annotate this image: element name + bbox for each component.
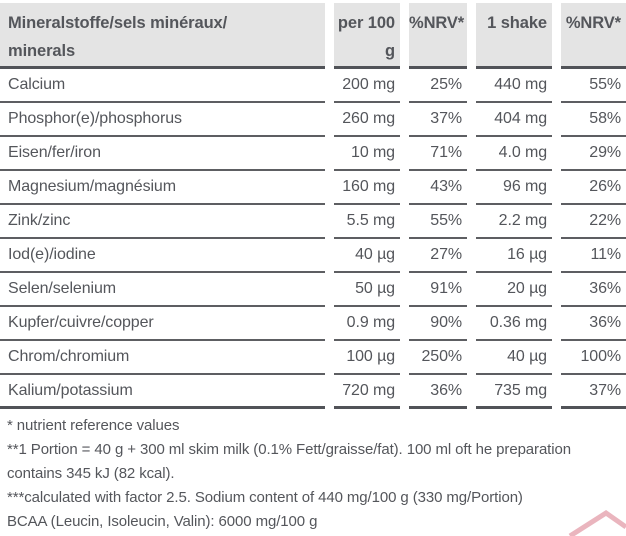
shake-value: 404 mg bbox=[476, 103, 552, 137]
mineral-name: Iod(e)/iodine bbox=[0, 239, 325, 273]
nrv-shake-value: 37% bbox=[561, 375, 626, 409]
shake-value: 735 mg bbox=[476, 375, 552, 409]
per100-value: 160 mg bbox=[334, 171, 400, 205]
mineral-name: Kalium/potassium bbox=[0, 375, 325, 409]
header-cell-minerals: Mineralstoffe/sels minéraux/ minerals bbox=[0, 3, 325, 69]
table-row-copper: Kupfer/cuivre/copper 0.9 mg 90% 0.36 mg … bbox=[0, 307, 626, 341]
nrv-per100-value: 90% bbox=[409, 307, 467, 341]
nrv-shake-value: 29% bbox=[561, 137, 626, 171]
mineral-name: Magnesium/magnésium bbox=[0, 171, 325, 205]
shake-value: 0.36 mg bbox=[476, 307, 552, 341]
header-minerals-line1: Mineralstoffe/sels minéraux/ bbox=[8, 14, 228, 32]
nrv-per100-value: 91% bbox=[409, 273, 467, 307]
per100-value: 720 mg bbox=[334, 375, 400, 409]
shake-value: 4.0 mg bbox=[476, 137, 552, 171]
nrv-per100-value: 36% bbox=[409, 375, 467, 409]
nrv-shake-value: 58% bbox=[561, 103, 626, 137]
table-row-potassium: Kalium/potassium 720 mg 36% 735 mg 37% bbox=[0, 375, 626, 409]
mineral-name: Calcium bbox=[0, 69, 325, 103]
per100-value: 5.5 mg bbox=[334, 205, 400, 239]
footnotes: * nutrient reference values **1 Portion … bbox=[0, 414, 619, 534]
footnote-portion: **1 Portion = 40 g + 300 ml skim milk (0… bbox=[7, 441, 571, 482]
header-per100-line1: per 100 bbox=[337, 14, 395, 32]
header-per100-line2: g bbox=[385, 42, 395, 60]
mineral-name: Zink/zinc bbox=[0, 205, 325, 239]
per100-value: 260 mg bbox=[334, 103, 400, 137]
nrv-per100-value: 25% bbox=[409, 69, 467, 103]
shake-value: 440 mg bbox=[476, 69, 552, 103]
nrv-per100-value: 37% bbox=[409, 103, 467, 137]
per100-value: 0.9 mg bbox=[334, 307, 400, 341]
footnote-bcaa: BCAA (Leucin, Isoleucin, Valin): 6000 mg… bbox=[7, 513, 318, 530]
mineral-name: Selen/selenium bbox=[0, 273, 325, 307]
table-row-magnesium: Magnesium/magnésium 160 mg 43% 96 mg 26% bbox=[0, 171, 626, 205]
minerals-table: Mineralstoffe/sels minéraux/ minerals pe… bbox=[0, 3, 626, 409]
table-row-iron: Eisen/fer/iron 10 mg 71% 4.0 mg 29% bbox=[0, 137, 626, 171]
nrv-shake-value: 26% bbox=[561, 171, 626, 205]
per100-value: 100 µg bbox=[334, 341, 400, 375]
table-header-row: Mineralstoffe/sels minéraux/ minerals pe… bbox=[0, 3, 626, 69]
table-row-zinc: Zink/zinc 5.5 mg 55% 2.2 mg 22% bbox=[0, 205, 626, 239]
shake-value: 96 mg bbox=[476, 171, 552, 205]
table-row-selenium: Selen/selenium 50 µg 91% 20 µg 36% bbox=[0, 273, 626, 307]
header-minerals-line2: minerals bbox=[8, 42, 76, 60]
table-row-phosphorus: Phosphor(e)/phosphorus 260 mg 37% 404 mg… bbox=[0, 103, 626, 137]
nrv-shake-value: 22% bbox=[561, 205, 626, 239]
header-cell-nrv-shake: %NRV* bbox=[561, 3, 626, 69]
mineral-name: Chrom/chromium bbox=[0, 341, 325, 375]
nrv-shake-value: 100% bbox=[561, 341, 626, 375]
per100-value: 10 mg bbox=[334, 137, 400, 171]
header-cell-1-shake: 1 shake bbox=[476, 3, 552, 69]
nrv-shake-value: 36% bbox=[561, 273, 626, 307]
footnote-factor: ***calculated with factor 2.5. Sodium co… bbox=[7, 489, 523, 506]
nrv-shake-value: 36% bbox=[561, 307, 626, 341]
nrv-per100-value: 43% bbox=[409, 171, 467, 205]
shake-value: 40 µg bbox=[476, 341, 552, 375]
mineral-name: Phosphor(e)/phosphorus bbox=[0, 103, 325, 137]
table-row-iodine: Iod(e)/iodine 40 µg 27% 16 µg 11% bbox=[0, 239, 626, 273]
per100-value: 200 mg bbox=[334, 69, 400, 103]
footnote-nrv: * nutrient reference values bbox=[7, 417, 180, 434]
header-cell-per-100g: per 100 g bbox=[334, 3, 400, 69]
nrv-per100-value: 250% bbox=[409, 341, 467, 375]
mineral-name: Kupfer/cuivre/copper bbox=[0, 307, 325, 341]
nrv-per100-value: 71% bbox=[409, 137, 467, 171]
shake-value: 2.2 mg bbox=[476, 205, 552, 239]
shake-value: 16 µg bbox=[476, 239, 552, 273]
header-cell-nrv-per-100g: %NRV* bbox=[409, 3, 467, 69]
nrv-per100-value: 27% bbox=[409, 239, 467, 273]
nrv-per100-value: 55% bbox=[409, 205, 467, 239]
per100-value: 50 µg bbox=[334, 273, 400, 307]
nrv-shake-value: 55% bbox=[561, 69, 626, 103]
table-row-chromium: Chrom/chromium 100 µg 250% 40 µg 100% bbox=[0, 341, 626, 375]
nrv-shake-value: 11% bbox=[561, 239, 626, 273]
chevron-up-icon bbox=[568, 510, 626, 536]
mineral-name: Eisen/fer/iron bbox=[0, 137, 325, 171]
per100-value: 40 µg bbox=[334, 239, 400, 273]
shake-value: 20 µg bbox=[476, 273, 552, 307]
table-row-calcium: Calcium 200 mg 25% 440 mg 55% bbox=[0, 69, 626, 103]
